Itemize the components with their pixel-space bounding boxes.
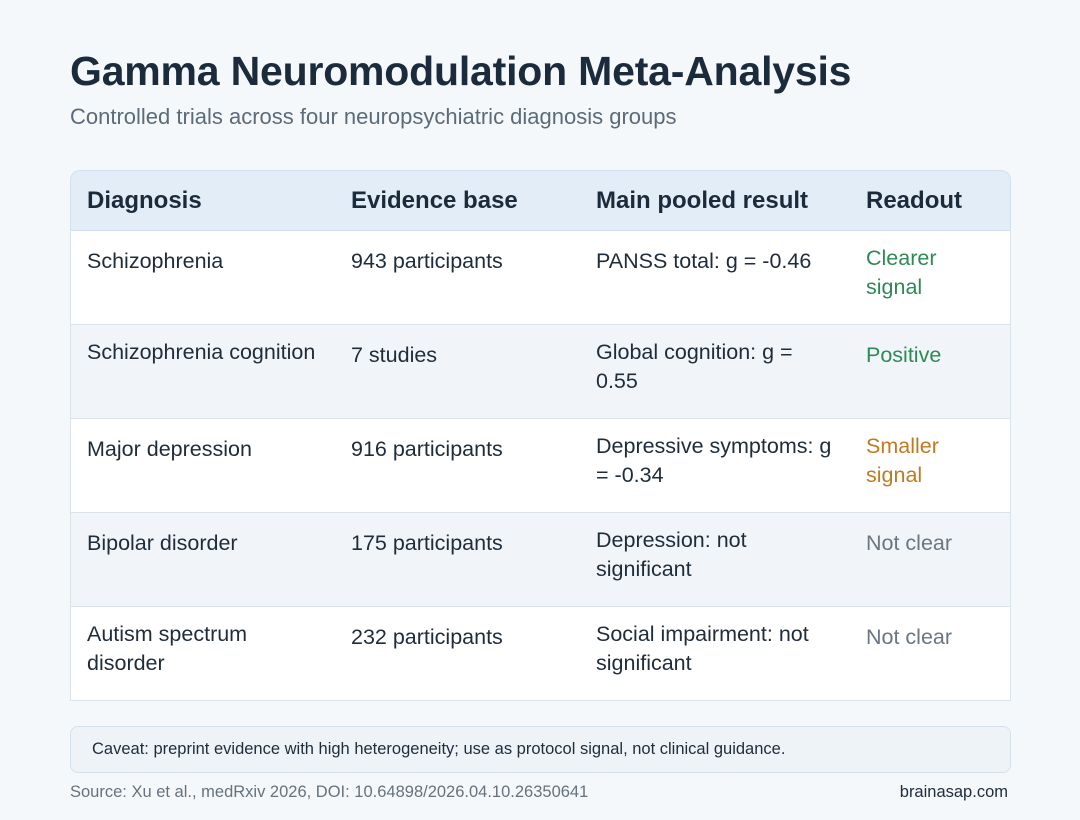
cell-diagnosis: Schizophrenia cognition — [70, 325, 335, 419]
table-row: Major depression 916 participants Depres… — [70, 419, 1011, 513]
cell-evidence: 916 participants — [335, 419, 580, 513]
table-header-row: Diagnosis Evidence base Main pooled resu… — [70, 170, 1011, 231]
cell-result: PANSS total: g = -0.46 — [580, 231, 850, 325]
column-header-diagnosis: Diagnosis — [70, 170, 335, 231]
table-row: Schizophrenia 943 participants PANSS tot… — [70, 231, 1011, 325]
cell-result: Social impairment: not significant — [580, 607, 850, 701]
page-subtitle: Controlled trials across four neuropsych… — [70, 104, 677, 129]
page-title: Gamma Neuromodulation Meta-Analysis — [70, 48, 852, 94]
cell-readout: Smaller signal — [850, 419, 1011, 513]
table-body: Schizophrenia 943 participants PANSS tot… — [70, 231, 1011, 701]
cell-diagnosis: Schizophrenia — [70, 231, 335, 325]
table-row: Autism spectrum disorder 232 participant… — [70, 607, 1011, 701]
cell-result: Depressive symptoms: g = -0.34 — [580, 419, 850, 513]
table-row: Bipolar disorder 175 participants Depres… — [70, 513, 1011, 607]
cell-result: Depression: not significant — [580, 513, 850, 607]
cell-evidence: 232 participants — [335, 607, 580, 701]
source-citation: Source: Xu et al., medRxiv 2026, DOI: 10… — [70, 783, 589, 801]
cell-evidence: 943 participants — [335, 231, 580, 325]
brand-link[interactable]: brainasap.com — [899, 783, 1008, 801]
results-table: Diagnosis Evidence base Main pooled resu… — [70, 170, 1011, 701]
cell-readout: Clearer signal — [850, 231, 1011, 325]
cell-readout: Not clear — [850, 607, 1011, 701]
column-header-evidence-base: Evidence base — [335, 170, 580, 231]
table-header: Diagnosis Evidence base Main pooled resu… — [70, 170, 1011, 231]
caveat-note: Caveat: preprint evidence with high hete… — [70, 726, 1011, 773]
results-table-container: Diagnosis Evidence base Main pooled resu… — [70, 170, 1011, 701]
cell-diagnosis: Autism spectrum disorder — [70, 607, 335, 701]
cell-evidence: 175 participants — [335, 513, 580, 607]
cell-result: Global cognition: g = 0.55 — [580, 325, 850, 419]
cell-diagnosis: Bipolar disorder — [70, 513, 335, 607]
cell-readout: Not clear — [850, 513, 1011, 607]
cell-readout: Positive — [850, 325, 1011, 419]
cell-evidence: 7 studies — [335, 325, 580, 419]
cell-diagnosis: Major depression — [70, 419, 335, 513]
column-header-readout: Readout — [850, 170, 1011, 231]
column-header-main-pooled-result: Main pooled result — [580, 170, 850, 231]
table-row: Schizophrenia cognition 7 studies Global… — [70, 325, 1011, 419]
